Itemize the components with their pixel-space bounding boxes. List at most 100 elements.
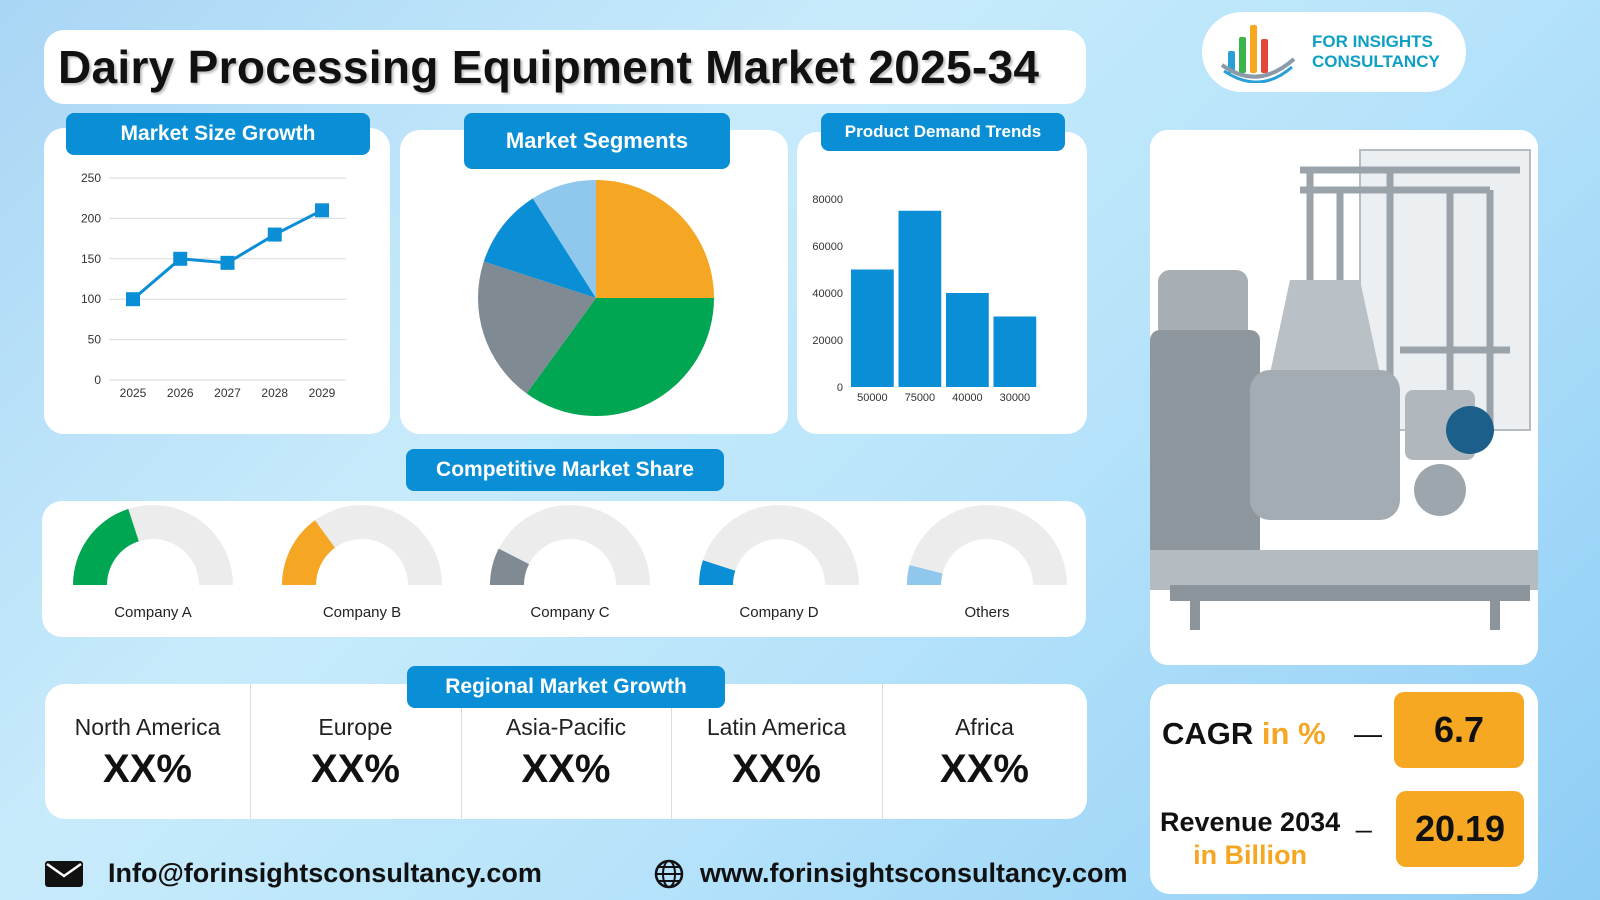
market-segments-pie-chart xyxy=(478,180,714,416)
x-tick-label: 50000 xyxy=(857,392,888,404)
gauge-arc-chart xyxy=(699,505,859,585)
y-tick-label: 40000 xyxy=(812,288,843,300)
market-segments-title: Market Segments xyxy=(464,113,730,169)
data-point xyxy=(220,255,235,270)
email-text[interactable]: Info@forinsightsconsultancy.com xyxy=(108,858,542,888)
market-size-title: Market Size Growth xyxy=(66,113,370,155)
data-point xyxy=(267,227,282,242)
data-point xyxy=(315,203,329,218)
equipment-image xyxy=(1150,130,1538,665)
y-tick-label: 150 xyxy=(81,252,101,266)
x-tick-label: 75000 xyxy=(905,392,936,404)
revenue-dash: _ xyxy=(1356,802,1372,833)
gauge-label: Company D xyxy=(739,604,819,621)
region-0: North America XX% xyxy=(45,684,250,819)
region-divider xyxy=(250,684,251,819)
y-tick-label: 0 xyxy=(837,382,843,394)
x-tick-label: 30000 xyxy=(1000,392,1031,404)
gauge-fill xyxy=(699,560,736,585)
pie-slice xyxy=(478,261,596,394)
x-tick-label: 40000 xyxy=(952,392,983,404)
title-card: Dairy Processing Equipment Market 2025-3… xyxy=(44,30,1086,104)
bar xyxy=(898,210,942,387)
stats-card: CAGR in % — 6.7 Revenue 2034 in Billion … xyxy=(1150,684,1538,894)
data-point xyxy=(126,292,140,307)
x-tick-label: 2025 xyxy=(120,386,147,400)
demand-trends-bar-chart: 0 20000 40000 60000 80000 50000 75000 40000 3000… xyxy=(812,194,1037,404)
bar xyxy=(993,316,1037,387)
region-3: Latin America XX% xyxy=(671,684,882,819)
y-tick-label: 0 xyxy=(94,373,101,387)
website-text[interactable]: www.forinsightsconsultancy.com xyxy=(700,858,1128,888)
region-name: Latin America xyxy=(706,714,847,740)
gauge-1: Company B xyxy=(277,505,447,621)
region-divider xyxy=(671,684,672,819)
region-value: XX% xyxy=(732,747,821,791)
x-tick-label: 2028 xyxy=(261,386,288,400)
region-name: North America xyxy=(74,714,221,740)
region-value: XX% xyxy=(311,747,400,791)
gauge-fill xyxy=(282,520,335,585)
region-value: XX% xyxy=(103,747,192,791)
gauge-arc-chart xyxy=(490,505,650,585)
region-divider xyxy=(882,684,883,819)
company-logo[interactable]: FOR INSIGHTS CONSULTANCY xyxy=(1202,12,1466,92)
logo-bars-icon xyxy=(1220,25,1296,83)
region-4: Africa XX% xyxy=(882,684,1087,819)
cagr-unit: in % xyxy=(1261,716,1326,751)
gauge-fill xyxy=(907,565,943,585)
x-tick-label: 2026 xyxy=(167,386,194,400)
data-point xyxy=(173,251,188,266)
region-name: Europe xyxy=(318,714,393,740)
gauge-label: Company A xyxy=(114,604,192,621)
competitive-title: Competitive Market Share xyxy=(406,449,724,491)
gauge-fill xyxy=(490,548,530,585)
market-size-line-chart: 0 50 100 150 200 250 2025 2026 2027 2028 2029 xyxy=(81,171,346,400)
gauge-2: Company C xyxy=(485,505,655,621)
gauge-arc-chart xyxy=(282,505,442,585)
gauge-4: Others xyxy=(902,505,1072,621)
logo-bar xyxy=(1228,51,1235,73)
bar xyxy=(851,269,894,387)
region-1: Europe XX% xyxy=(250,684,461,819)
demand-trends-card xyxy=(797,132,1087,434)
cagr-dash: — xyxy=(1354,718,1382,749)
page-title: Dairy Processing Equipment Market 2025-3… xyxy=(58,41,1040,93)
revenue-label: Revenue 2034 xyxy=(1160,807,1341,837)
pie-slice xyxy=(596,180,714,298)
revenue-value: 20.19 xyxy=(1396,791,1524,867)
x-tick-label: 2029 xyxy=(309,386,336,400)
gauge-label: Company B xyxy=(322,604,402,621)
market-size-card xyxy=(44,128,390,434)
y-tick-label: 20000 xyxy=(812,335,843,347)
gauge-0: Company A xyxy=(68,505,238,621)
region-name: Africa xyxy=(955,714,1014,740)
gauge-fill xyxy=(73,508,139,585)
y-tick-label: 60000 xyxy=(812,241,843,253)
pie-slice xyxy=(532,180,596,298)
logo-line-1: FOR INSIGHTS xyxy=(1312,32,1433,51)
pie-slice xyxy=(526,298,714,416)
regional-title: Regional Market Growth xyxy=(407,666,725,708)
cagr-value: 6.7 xyxy=(1394,692,1524,768)
revenue-unit: in Billion xyxy=(1193,840,1308,870)
footer-website[interactable]: www.forinsightsconsultancy.com xyxy=(654,858,1128,889)
gauge-arc-chart xyxy=(73,505,233,585)
y-tick-label: 100 xyxy=(81,292,101,306)
region-value: XX% xyxy=(521,747,611,791)
dairy-separator-illustration xyxy=(1150,130,1538,665)
gauge-label: Others xyxy=(964,604,1010,621)
region-2: Asia-Pacific XX% xyxy=(461,684,671,819)
globe-icon xyxy=(654,859,684,888)
gauge-track xyxy=(282,505,442,585)
gauge-arc-chart xyxy=(907,505,1067,585)
y-tick-label: 50 xyxy=(88,333,102,347)
y-tick-label: 200 xyxy=(81,211,101,225)
footer-email[interactable]: Info@forinsightsconsultancy.com xyxy=(44,858,542,889)
y-tick-label: 250 xyxy=(81,171,101,185)
logo-bar xyxy=(1261,39,1268,73)
x-tick-label: 2027 xyxy=(214,386,241,400)
y-tick-label: 80000 xyxy=(812,194,843,206)
pie-slice xyxy=(483,198,596,298)
series-line xyxy=(132,208,323,301)
